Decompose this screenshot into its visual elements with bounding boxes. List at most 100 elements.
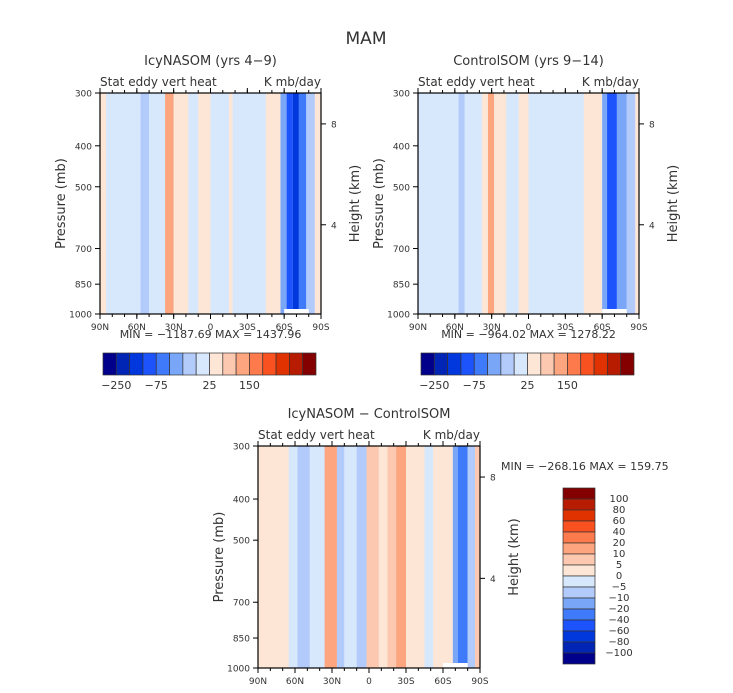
colorbar-box (275, 352, 290, 376)
panel-title: ControlSOM (yrs 9−14) (453, 54, 604, 69)
x-tick-label: 60S (434, 677, 451, 687)
subtitle-right: K mb/day (582, 75, 639, 89)
colorbar-box (562, 586, 596, 599)
colorbar-box (562, 564, 596, 577)
colorbar-box (182, 352, 197, 376)
contour-band (188, 93, 199, 314)
y-right-axis-label: Height (km) (666, 165, 681, 242)
colorbar-box (562, 597, 596, 610)
y-axis-label: Pressure (mb) (372, 158, 387, 249)
subtitle-right: K mb/day (264, 75, 321, 89)
x-tick-label: 90N (91, 323, 109, 333)
contour-band (418, 93, 459, 314)
masked-region (602, 309, 627, 314)
x-tick-label: 90S (312, 323, 329, 333)
colorbar-box (249, 352, 264, 376)
colorbar-box (527, 352, 542, 376)
colorbar-box (460, 352, 475, 376)
colorbar-label: −250 (101, 379, 131, 392)
colorbar-box (562, 487, 596, 500)
contour-band (635, 93, 639, 314)
colorbar-box (195, 352, 210, 376)
panel-title: IcyNASOM − ControlSOM (288, 407, 451, 422)
colorbar-label: 25 (521, 379, 535, 392)
colorbar-box (102, 352, 117, 376)
y-tick-label: 700 (75, 245, 92, 255)
x-tick-label: 60N (446, 323, 464, 333)
colorbar-label: 25 (203, 379, 217, 392)
colorbar-box (567, 352, 582, 376)
contour-band (280, 93, 287, 314)
x-tick-label: 90S (471, 677, 488, 687)
y-tick-label: 400 (75, 142, 92, 152)
contour-band (292, 93, 299, 314)
colorbar-box (620, 352, 635, 376)
colorbar-label: 5 (616, 560, 622, 571)
masked-region (284, 309, 309, 314)
contour-band (464, 93, 482, 314)
colorbar-box (540, 352, 555, 376)
y-right-axis-label: Height (km) (507, 518, 522, 595)
colorbar-label: 80 (613, 505, 626, 516)
colorbar-box (562, 542, 596, 555)
x-tick-label: 30N (323, 677, 341, 687)
colorbar-label: 150 (557, 379, 578, 392)
colorbar-label: −75 (463, 379, 486, 392)
colorbar-box (155, 352, 170, 376)
contour-band (165, 93, 174, 314)
contour-band (314, 93, 321, 314)
colorbar-label: 10 (613, 549, 626, 560)
y-tick-label: 700 (393, 245, 410, 255)
colorbar-box (129, 352, 144, 376)
contour-band (607, 93, 617, 314)
contour-band (297, 446, 310, 668)
colorbar-box (562, 608, 596, 621)
contour-band (288, 446, 298, 668)
colorbar-box (580, 352, 595, 376)
colorbar-box (607, 352, 622, 376)
y-tick-label: 500 (233, 537, 250, 547)
contour-band (406, 446, 425, 668)
contour-band (616, 93, 627, 314)
subtitle-left: Stat eddy vert heat (418, 75, 535, 89)
x-tick-label: 90S (630, 323, 647, 333)
colorbar-box (473, 352, 488, 376)
colorbar-box (562, 630, 596, 643)
min-max-stats: MIN = −268.16 MAX = 159.75 (501, 460, 669, 473)
colorbar-box (289, 352, 304, 376)
contour-band (467, 446, 476, 668)
colorbar-label: 20 (613, 538, 626, 549)
y-tick-label: 300 (75, 90, 92, 100)
colorbar-label: −60 (608, 626, 629, 637)
y-tick-label: 700 (233, 599, 250, 609)
colorbar: −250 −75 25 150 (419, 352, 635, 392)
colorbar-label: −40 (608, 615, 629, 626)
contour-band (210, 93, 229, 314)
contour-band (528, 93, 584, 314)
contour-band (457, 446, 468, 668)
contour-band (356, 446, 367, 668)
y-tick-label: 400 (393, 142, 410, 152)
colorbar: −250 −75 25 150 (101, 352, 317, 392)
colorbar-box (562, 509, 596, 522)
min-max-stats: MIN = −1187.69 MAX = 1437.96 (120, 328, 302, 341)
y-right-axis-label: Height (km) (348, 165, 363, 242)
y-tick-label: 500 (393, 183, 410, 193)
y-tick-label: 850 (75, 281, 92, 291)
masked-region (443, 663, 468, 668)
page-title: MAM (346, 29, 387, 49)
colorbar-label: −10 (608, 593, 629, 604)
x-tick-label: 0 (366, 677, 372, 687)
y-tick-label: 500 (75, 183, 92, 193)
colorbar-box (447, 352, 462, 376)
y-tick-label: 400 (233, 496, 250, 506)
colorbar-label: 100 (609, 494, 628, 505)
min-max-stats: MIN = −964.02 MAX = 1278.22 (441, 328, 616, 341)
x-tick-label: 90N (249, 677, 267, 687)
contour-band (433, 446, 453, 668)
y-tick-label: 850 (233, 635, 250, 645)
contour-band (100, 93, 107, 314)
colorbar-box (513, 352, 528, 376)
contour-band (140, 93, 150, 314)
